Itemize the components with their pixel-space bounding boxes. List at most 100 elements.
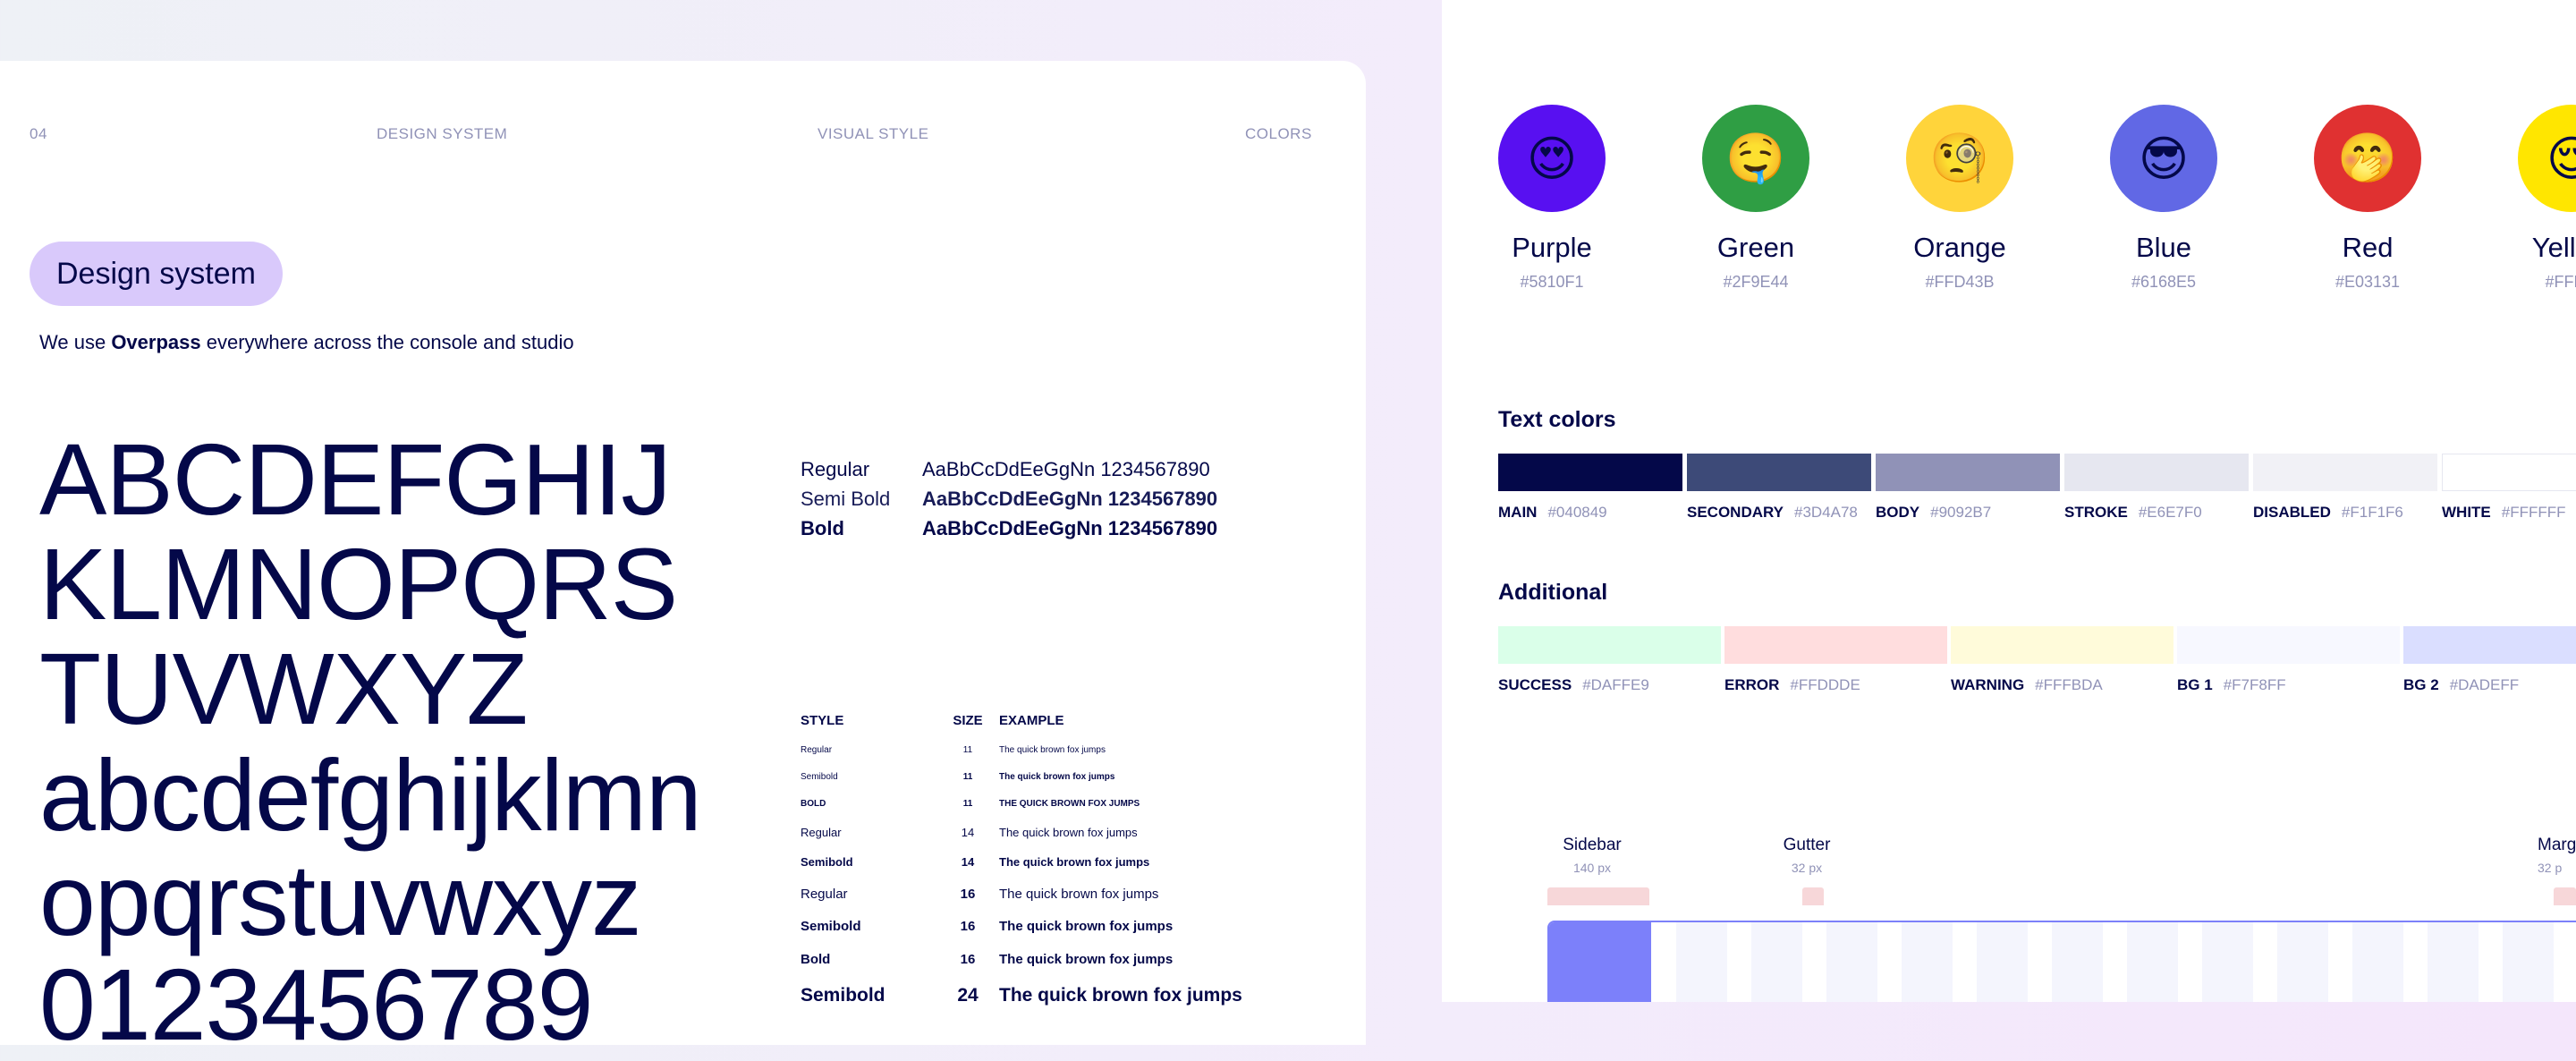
swatch-success xyxy=(1498,626,1721,664)
lead-text: We use Overpass everywhere across the co… xyxy=(39,331,574,354)
weight-bold: Bold AaBbCcDdEeGgNn 1234567890 xyxy=(801,514,1217,543)
gutter-width-marker xyxy=(1802,887,1824,905)
row-style: Regular xyxy=(801,745,833,755)
row-size: 11 xyxy=(962,745,973,755)
color-name: Red xyxy=(2342,232,2394,263)
grid-column xyxy=(2503,922,2554,1002)
additional-title: Additional xyxy=(1498,580,1608,605)
label-bg1: BG 1 #F7F8FF xyxy=(2177,676,2286,694)
swatch-label: WARNING xyxy=(1951,676,2025,693)
grid-label-sub: 32 p xyxy=(2538,861,2563,875)
swatch-label: STROKE xyxy=(2064,504,2128,521)
row-style: Semibold xyxy=(801,855,853,869)
heart-eyes-emoji-icon: 😍 xyxy=(1498,105,1606,212)
color-hex: #FFD43B xyxy=(1925,273,1995,291)
swatch-hex: #040849 xyxy=(1547,504,1607,521)
swatch-label: MAIN xyxy=(1498,504,1538,521)
grid-column xyxy=(2052,922,2103,1002)
brand-color-yellow: 😌 Yellow #FFE... xyxy=(2518,105,2576,291)
row-style: BOLD xyxy=(801,799,826,809)
brand-color-orange: 🧐 Orange #FFD43B xyxy=(1906,105,2013,291)
color-name: Blue xyxy=(2135,232,2192,263)
grid-column xyxy=(1751,922,1802,1002)
swatch-body xyxy=(1876,454,2060,491)
label-white: WHITE #FFFFFF xyxy=(2442,504,2566,522)
grid-column xyxy=(1676,922,1727,1002)
table-row: Regular 14 The quick brown fox jumps xyxy=(801,826,1138,839)
pill-title: Design system xyxy=(56,256,256,291)
label-stroke: STROKE #E6E7F0 xyxy=(2064,504,2202,522)
brand-color-blue: 😎 Blue #6168E5 xyxy=(2110,105,2217,291)
weight-name: Bold xyxy=(801,517,844,539)
swatch-warning xyxy=(1951,626,2174,664)
table-row: Regular 11 The quick brown fox jumps xyxy=(801,745,1106,755)
margin-width-marker xyxy=(2554,887,2576,905)
row-size: 16 xyxy=(960,919,976,934)
swatch-main xyxy=(1498,454,1682,491)
row-style: Semibold xyxy=(801,919,861,934)
label-main: MAIN #040849 xyxy=(1498,504,1607,522)
specimen-uppercase-3: TUVWXYZ xyxy=(39,632,528,745)
header-style: STYLE xyxy=(801,713,844,728)
row-example: The quick brown fox jumps xyxy=(999,919,1174,934)
swatch-secondary xyxy=(1687,454,1871,491)
label-error: ERROR #FFDDDE xyxy=(1724,676,1860,694)
grid-column xyxy=(1902,922,1953,1002)
table-row: Semibold 24 The quick brown fox jumps xyxy=(801,985,1242,1006)
row-style: Bold xyxy=(801,952,831,967)
grid-column xyxy=(2277,922,2328,1002)
design-system-pill: Design system xyxy=(30,242,283,306)
swatch-error xyxy=(1724,626,1947,664)
swatch-label: BG 2 xyxy=(2403,676,2439,693)
label-success: SUCCESS #DAFFE9 xyxy=(1498,676,1649,694)
swatch-label: BODY xyxy=(1876,504,1920,521)
weight-sample: AaBbCcDdEeGgNn 1234567890 xyxy=(922,458,1210,480)
grid-label-title: Sidebar xyxy=(1563,836,1622,854)
brand-color-purple: 😍 Purple #5810F1 xyxy=(1498,105,1606,291)
sidebar-width-marker xyxy=(1547,887,1649,905)
swatch-label: DISABLED xyxy=(2253,504,2331,521)
swatch-hex: #E6E7F0 xyxy=(2138,504,2202,521)
row-example: The quick brown fox jumps xyxy=(999,772,1115,782)
row-style: Regular xyxy=(801,826,842,839)
weight-semibold: Semi Bold AaBbCcDdEeGgNn 1234567890 xyxy=(801,484,1217,514)
label-bg2: BG 2 #DADEFF xyxy=(2403,676,2519,694)
swatch-label: SUCCESS xyxy=(1498,676,1572,693)
drooling-emoji-icon: 🤤 xyxy=(1702,105,1809,212)
row-size: 14 xyxy=(961,826,975,839)
color-hex: #5810F1 xyxy=(1520,273,1584,291)
swatch-hex: #F1F1F6 xyxy=(2341,504,2403,521)
color-name: Purple xyxy=(1512,232,1592,263)
grid-label-sub: 32 px xyxy=(1791,861,1823,875)
monocle-emoji-icon: 🧐 xyxy=(1906,105,2013,212)
label-disabled: DISABLED #F1F1F6 xyxy=(2253,504,2403,522)
row-size: 11 xyxy=(962,772,973,782)
specimen-lowercase-2: opqrstuvwxyz xyxy=(39,844,642,956)
swatch-hex: #FFFBDA xyxy=(2035,676,2103,693)
brand-color-green: 🤤 Green #2F9E44 xyxy=(1702,105,1809,291)
color-hex: #E03131 xyxy=(2334,273,2401,291)
table-row: Semibold 16 The quick brown fox jumps xyxy=(801,919,1173,934)
brand-color-red: 🤭 Red #E03131 xyxy=(2314,105,2421,291)
swatch-hex: #FFFFFF xyxy=(2501,504,2566,521)
header-section: DESIGN SYSTEM xyxy=(377,125,508,142)
row-style: Regular xyxy=(801,887,848,902)
grid-label-title: Gutter xyxy=(1783,836,1831,854)
grid-label-gutter: Gutter 32 px xyxy=(1762,836,1852,875)
label-warning: WARNING #FFFBDA xyxy=(1951,676,2103,694)
swatch-disabled xyxy=(2253,454,2437,491)
swatch-label: WHITE xyxy=(2442,504,2491,521)
grid-label-sidebar: Sidebar 140 px xyxy=(1538,836,1646,875)
colors-page: 😍 Purple #5810F1 🤤 Green #2F9E44 🧐 Orang… xyxy=(1442,0,2576,1002)
swatch-label: ERROR xyxy=(1724,676,1780,693)
weight-regular: Regular AaBbCcDdEeGgNn 1234567890 xyxy=(801,454,1217,484)
grid-column xyxy=(2127,922,2178,1002)
row-example: The quick brown fox jumps xyxy=(999,887,1159,902)
table-row: Regular 16 The quick brown fox jumps xyxy=(801,887,1158,902)
row-example: The quick brown fox jumps xyxy=(999,855,1150,869)
header-subsection: VISUAL STYLE xyxy=(818,125,929,142)
table-header: STYLE SIZE EXAMPLE xyxy=(801,713,1064,728)
color-hex: #6168E5 xyxy=(2131,273,2197,291)
row-size: 11 xyxy=(962,799,973,809)
specimen-uppercase-2: KLMNOPQRS xyxy=(39,528,678,641)
